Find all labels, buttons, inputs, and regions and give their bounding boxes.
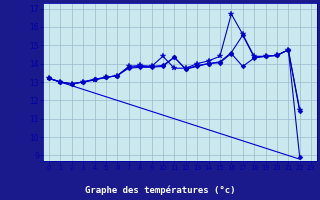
Text: Graphe des températures (°c): Graphe des températures (°c) (85, 185, 235, 195)
